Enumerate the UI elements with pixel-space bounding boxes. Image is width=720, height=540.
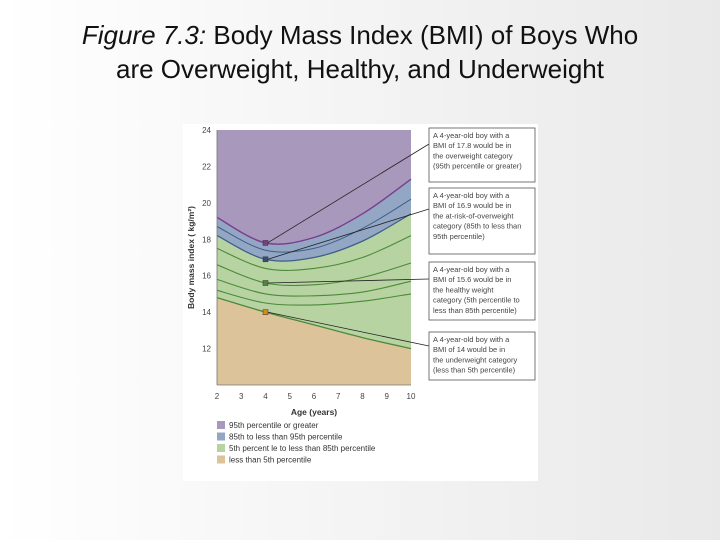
curve-85th-percentile (216, 213, 412, 262)
x-tick-label: 4 (263, 392, 268, 401)
callout-box-1 (428, 127, 536, 183)
x-tick-label: 8 (360, 392, 365, 401)
callout-arrow-2 (267, 208, 430, 260)
callout-1-line: the overweight category (433, 151, 513, 160)
y-axis-title: Body mass index ( kg/m²) (186, 206, 196, 309)
callout-box-4 (428, 331, 536, 381)
curve-50th-percentile (216, 262, 412, 287)
callout-3-line: BMI of 15.6 would be in (433, 275, 511, 284)
curve-25th-percentile (216, 278, 412, 297)
legend-label-2: 85th to less than 95th percentile (229, 433, 343, 442)
slide-title: Figure 7.3: Body Mass Index (BMI) of Boy… (0, 18, 720, 86)
title-line-2: are Overweight, Healthy, and Underweight (116, 54, 604, 84)
x-tick-label: 2 (215, 392, 220, 401)
y-tick-label: 22 (202, 162, 211, 171)
data-marker-4 (262, 309, 269, 315)
x-tick-label: 3 (239, 392, 244, 401)
legend-swatch-3 (217, 444, 225, 452)
y-tick-label: 14 (202, 308, 211, 317)
x-tick-label: 10 (407, 392, 416, 401)
callout-3-line: the healthy weight (433, 285, 494, 294)
callout-arrow-3 (267, 278, 430, 284)
data-marker-2 (262, 256, 269, 263)
callout-box-3 (428, 261, 536, 321)
callout-2-line: A 4-year-old boy with a (433, 191, 510, 200)
callout-arrow-4 (267, 311, 430, 347)
legend-label-3: 5th percent le to less than 85th percent… (229, 444, 376, 453)
data-marker-3 (262, 280, 269, 286)
callout-2-line: BMI of 16.9 would be in (433, 201, 511, 210)
y-tick-label: 18 (202, 235, 211, 244)
legend-swatch-4 (217, 455, 225, 464)
y-tick-label: 20 (202, 199, 211, 208)
legend-label-1: 95th percentile or greater (229, 421, 319, 430)
band-underweight (217, 297, 411, 385)
legend-swatch-2 (217, 432, 225, 441)
callout-4-line: A 4-year-old boy with a (433, 335, 510, 344)
curve-5th-percentile (216, 296, 412, 350)
y-tick-label: 16 (202, 272, 211, 281)
callout-1-line: (95th percentile or greater) (433, 162, 522, 171)
data-marker-1 (262, 240, 269, 246)
y-tick-label: 12 (202, 345, 211, 354)
bmi-chart: 24 22 20 18 16 14 12 2 3 4 5 6 7 8 9 10 Age (years) Body … (186, 126, 536, 465)
legend-label-4: less than 5th percentile (229, 456, 312, 465)
x-tick-label: 7 (336, 392, 341, 401)
callout-box-2 (428, 187, 536, 255)
figure-panel: 24 22 20 18 16 14 12 2 3 4 5 6 7 8 9 10 Age (years) Body … (183, 124, 538, 481)
callout-1-line: A 4-year-old boy with a (433, 131, 510, 140)
callout-2-line: category (85th to less than (433, 222, 521, 231)
callout-arrow-1 (267, 143, 430, 244)
curve-90th-percentile (216, 198, 412, 253)
x-axis-title: Age (years) (291, 407, 337, 417)
title-line-1: Body Mass Index (BMI) of Boys Who (206, 20, 639, 50)
callout-2-line: 95th percentile) (433, 232, 485, 241)
callout-4-line: BMI of 14 would be in (433, 345, 505, 354)
callout-2-line: the at-risk-of-overweight (433, 211, 514, 220)
x-tick-label: 9 (385, 392, 390, 401)
callout-4-line: the underweight category (433, 355, 517, 364)
callout-3-line: category (5th percentile to (433, 296, 520, 305)
x-tick-label: 5 (288, 392, 293, 401)
x-tick-label: 6 (312, 392, 317, 401)
curve-75th-percentile (216, 235, 412, 271)
callout-3-line: A 4-year-old boy with a (433, 265, 510, 274)
legend-swatch-1 (217, 421, 225, 429)
callout-1-line: BMI of 17.8 would be in (433, 141, 511, 150)
curve-10th-percentile (216, 289, 412, 306)
callout-4-line: (less than 5th percentile) (433, 366, 516, 375)
y-tick-label: 24 (202, 126, 211, 135)
callout-3-line: less than 85th percentile) (433, 306, 517, 315)
figure-label: Figure 7.3: (81, 20, 207, 50)
curve-95th-percentile (216, 178, 412, 245)
